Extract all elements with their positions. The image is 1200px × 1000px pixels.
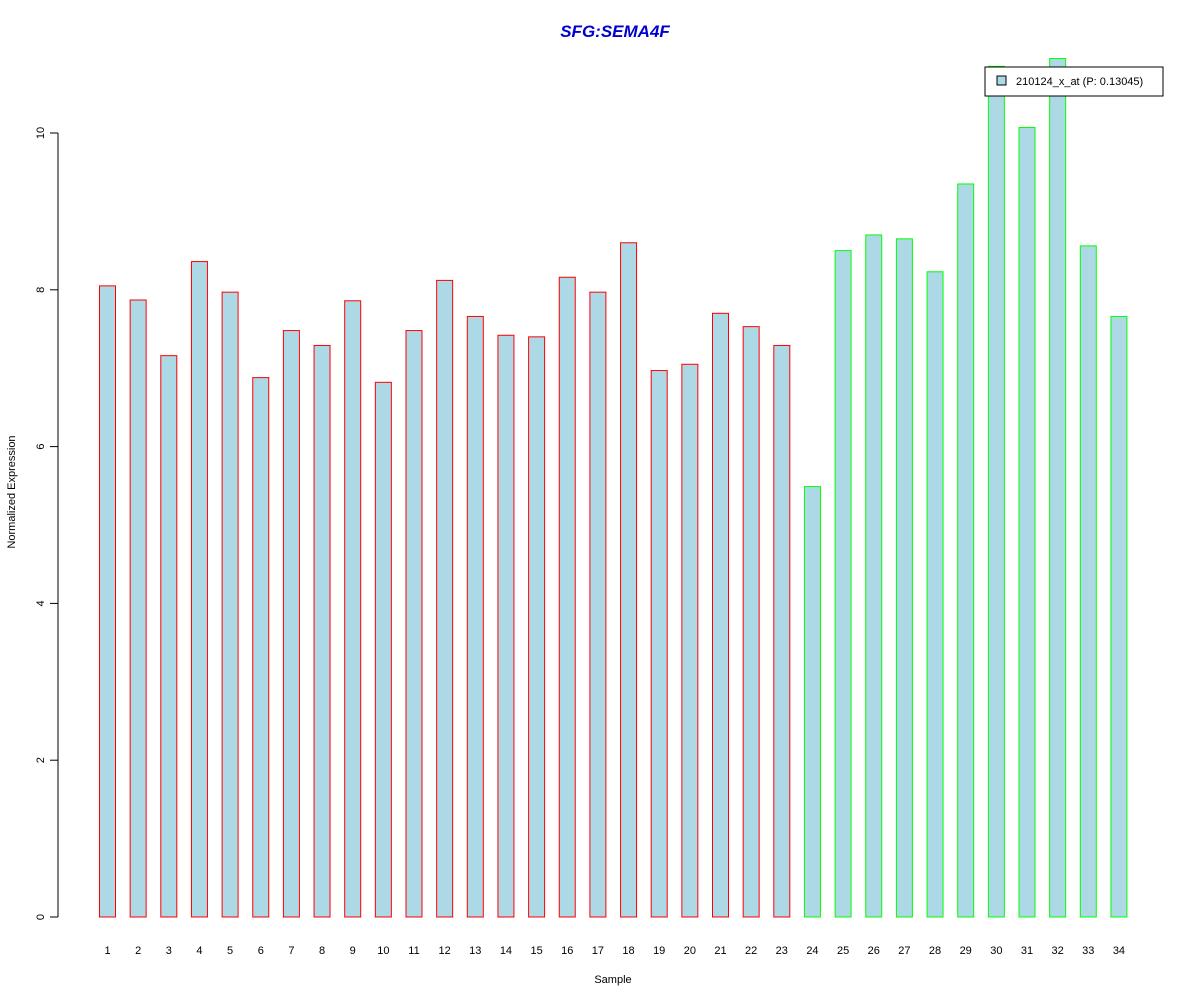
y-tick-label: 0: [35, 914, 47, 920]
x-tick-label: 16: [561, 945, 573, 957]
bar-sample-33: [1079, 245, 1097, 918]
bar-sample-23: [773, 344, 791, 918]
bar-sample-10: [374, 381, 392, 918]
bar-sample-24: [803, 486, 821, 918]
x-tick-label: 27: [898, 945, 910, 957]
chart-title: SFG:SEMA4F: [560, 22, 670, 41]
y-tick-label: 6: [35, 444, 47, 450]
bar-sample-16: [558, 276, 576, 918]
bar-sample-29: [957, 183, 975, 918]
bar-sample-14: [497, 334, 515, 918]
y-tick-label: 2: [35, 757, 47, 763]
x-tick-label: 28: [929, 945, 941, 957]
bar-sample-13: [466, 315, 484, 918]
x-tick-label: 2: [135, 945, 141, 957]
x-tick-label: 3: [166, 945, 172, 957]
bar-sample-32: [1049, 58, 1067, 918]
x-tick-label: 8: [319, 945, 325, 957]
x-tick-label: 32: [1052, 945, 1064, 957]
x-tick-label: 17: [592, 945, 604, 957]
x-tick-label: 14: [500, 945, 512, 957]
bar-sample-27: [895, 238, 913, 918]
x-tick-label: 23: [776, 945, 788, 957]
bar-sample-30: [987, 65, 1005, 918]
x-tick-label: 12: [439, 945, 451, 957]
y-tick-label: 10: [35, 127, 47, 139]
bar-sample-11: [405, 330, 423, 918]
bar-sample-34: [1110, 315, 1128, 918]
legend-swatch: [996, 75, 1007, 86]
x-axis: 1 2 3 4 5 6 7 8 9 10 11 12 13 14 15 16 17 18 19 20 21 22 23 24 2…: [104, 945, 1125, 957]
bar-sample-20: [681, 363, 699, 918]
x-tick-label: 21: [714, 945, 726, 957]
bar-sample-26: [865, 234, 883, 918]
bar-sample-3: [160, 355, 178, 918]
bar-sample-8: [313, 344, 331, 918]
legend-label: 210124_x_at (P: 0.13045): [1016, 76, 1143, 88]
x-tick-label: 25: [837, 945, 849, 957]
x-tick-label: 10: [377, 945, 389, 957]
y-tick-label: 4: [35, 600, 47, 606]
bar-sample-25: [834, 250, 852, 918]
bar-sample-9: [344, 300, 362, 918]
x-tick-label: 11: [408, 945, 419, 957]
bar-sample-1: [99, 285, 116, 918]
x-tick-label: 24: [806, 945, 818, 957]
x-tick-label: 29: [960, 945, 972, 957]
bar-sample-21: [712, 312, 729, 918]
x-tick-label: 13: [469, 945, 481, 957]
bars: [99, 58, 1128, 918]
x-tick-label: 26: [868, 945, 880, 957]
x-tick-label: 7: [288, 945, 294, 957]
x-tick-label: 5: [227, 945, 233, 957]
bar-sample-5: [221, 291, 239, 918]
bar-sample-7: [282, 330, 300, 918]
x-tick-label: 6: [258, 945, 264, 957]
bar-sample-28: [926, 271, 944, 918]
bar-sample-19: [650, 370, 668, 918]
x-tick-label: 15: [530, 945, 542, 957]
x-tick-label: 22: [745, 945, 757, 957]
x-tick-label: 34: [1113, 945, 1125, 957]
x-tick-label: 33: [1082, 945, 1094, 957]
bar-sample-4: [190, 261, 208, 918]
bar-sample-22: [742, 326, 760, 918]
bar-sample-12: [436, 279, 454, 918]
bar-sample-2: [129, 299, 147, 918]
legend-box: [984, 66, 1164, 97]
x-tick-label: 4: [196, 945, 202, 957]
bar-sample-6: [252, 377, 270, 918]
x-tick-label: 30: [990, 945, 1002, 957]
x-tick-label: 1: [104, 945, 110, 957]
x-tick-label: 20: [684, 945, 696, 957]
legend: 210124_x_at (P: 0.13045): [984, 66, 1164, 97]
bar-sample-31: [1018, 127, 1036, 918]
x-tick-label: 9: [350, 945, 356, 957]
y-axis: 0 2 4 6 8 10: [35, 127, 59, 920]
x-tick-label: 31: [1021, 945, 1033, 957]
x-tick-label: 19: [653, 945, 665, 957]
y-axis-label: Normalized Expression: [6, 435, 18, 548]
x-axis-label: Sample: [594, 974, 631, 986]
x-tick-label: 18: [622, 945, 634, 957]
y-tick-label: 8: [35, 287, 47, 293]
bar-sample-18: [620, 242, 638, 918]
bar-sample-17: [589, 291, 607, 918]
bar-sample-15: [528, 336, 546, 918]
